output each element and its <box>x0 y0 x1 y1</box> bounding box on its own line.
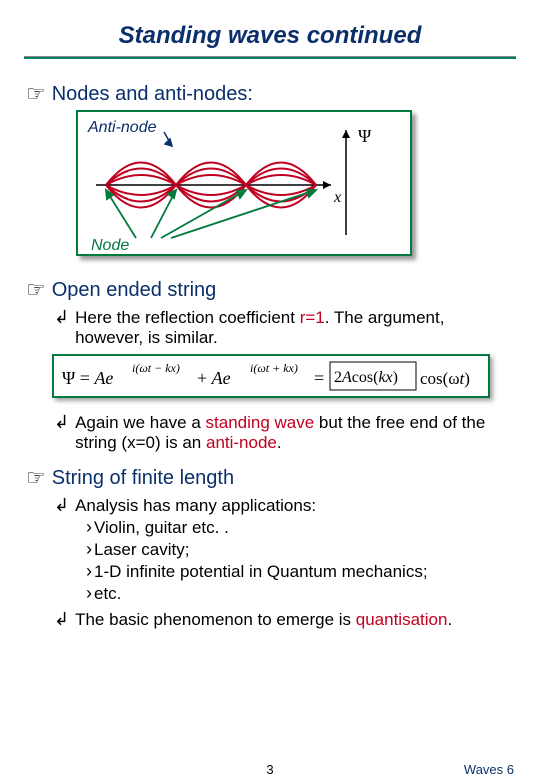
hand-icon: ☞ <box>26 467 46 489</box>
heading-nodes: ☞ Nodes and anti-nodes: <box>26 83 514 106</box>
hand-icon: ☞ <box>26 279 46 301</box>
bullet-standing-wave-text: Again we have a standing wave but the fr… <box>75 413 514 453</box>
item-laser: ›Laser cavity; <box>86 540 514 560</box>
page-number: 3 <box>266 762 273 777</box>
bullet-reflection: ↲ Here the reflection coefficient r=1. T… <box>54 308 514 348</box>
chevron-icon: › <box>86 584 92 604</box>
heading-open-ended: ☞ Open ended string <box>26 279 514 302</box>
bullet-standing-wave: ↲ Again we have a standing wave but the … <box>54 413 514 453</box>
psi-label: Ψ <box>358 126 372 146</box>
content: ☞ Nodes and anti-nodes: Anti-node Ψ x <box>0 59 540 630</box>
bullet-applications-text: Analysis has many applications: <box>75 496 316 516</box>
svg-text:i(ωt + kx): i(ωt + kx) <box>250 361 298 375</box>
arrow-icon: ↲ <box>54 496 69 516</box>
chevron-icon: › <box>86 518 92 538</box>
heading-finite-length: ☞ String of finite length <box>26 467 514 490</box>
standing-wave-diagram: Anti-node Ψ x <box>76 110 416 265</box>
bullet-reflection-text: Here the reflection coefficient r=1. The… <box>75 308 514 348</box>
item-qm: ›1-D infinite potential in Quantum mecha… <box>86 562 514 582</box>
arrow-icon: ↲ <box>54 610 69 630</box>
footer-label: Waves 6 <box>464 762 514 777</box>
bullet-applications: ↲ Analysis has many applications: <box>54 496 514 516</box>
arrow-icon: ↲ <box>54 308 69 348</box>
heading-finite-length-text: String of finite length <box>52 467 234 490</box>
chevron-icon: › <box>86 540 92 560</box>
heading-open-ended-text: Open ended string <box>52 279 217 302</box>
bullet-quantisation: ↲ The basic phenomenon to emerge is quan… <box>54 610 514 630</box>
chevron-icon: › <box>86 562 92 582</box>
x-label: x <box>333 189 341 206</box>
bullet-quantisation-text: The basic phenomenon to emerge is quanti… <box>75 610 452 630</box>
heading-nodes-text: Nodes and anti-nodes: <box>52 83 253 106</box>
svg-text:i(ωt − kx): i(ωt − kx) <box>132 361 180 375</box>
antinode-label: Anti-node <box>87 119 157 136</box>
item-etc: ›etc. <box>86 584 514 604</box>
svg-text:2Acos(kx): 2Acos(kx) <box>334 369 398 386</box>
equation-box: Ψ = Ae i(ωt − kx) + Ae i(ωt + kx) = 2Aco… <box>52 354 514 405</box>
arrow-icon: ↲ <box>54 413 69 453</box>
page-title: Standing waves continued <box>0 0 540 56</box>
title-text: Standing waves continued <box>119 22 422 49</box>
svg-text:cos(ωt): cos(ωt) <box>420 369 470 388</box>
hand-icon: ☞ <box>26 83 46 105</box>
item-violin: ›Violin, guitar etc. . <box>86 518 514 538</box>
node-label: Node <box>91 237 129 254</box>
svg-text:Ψ = Ae: Ψ = Ae <box>62 368 113 388</box>
svg-text:=: = <box>314 368 324 388</box>
svg-text:+ Ae: + Ae <box>197 368 231 388</box>
